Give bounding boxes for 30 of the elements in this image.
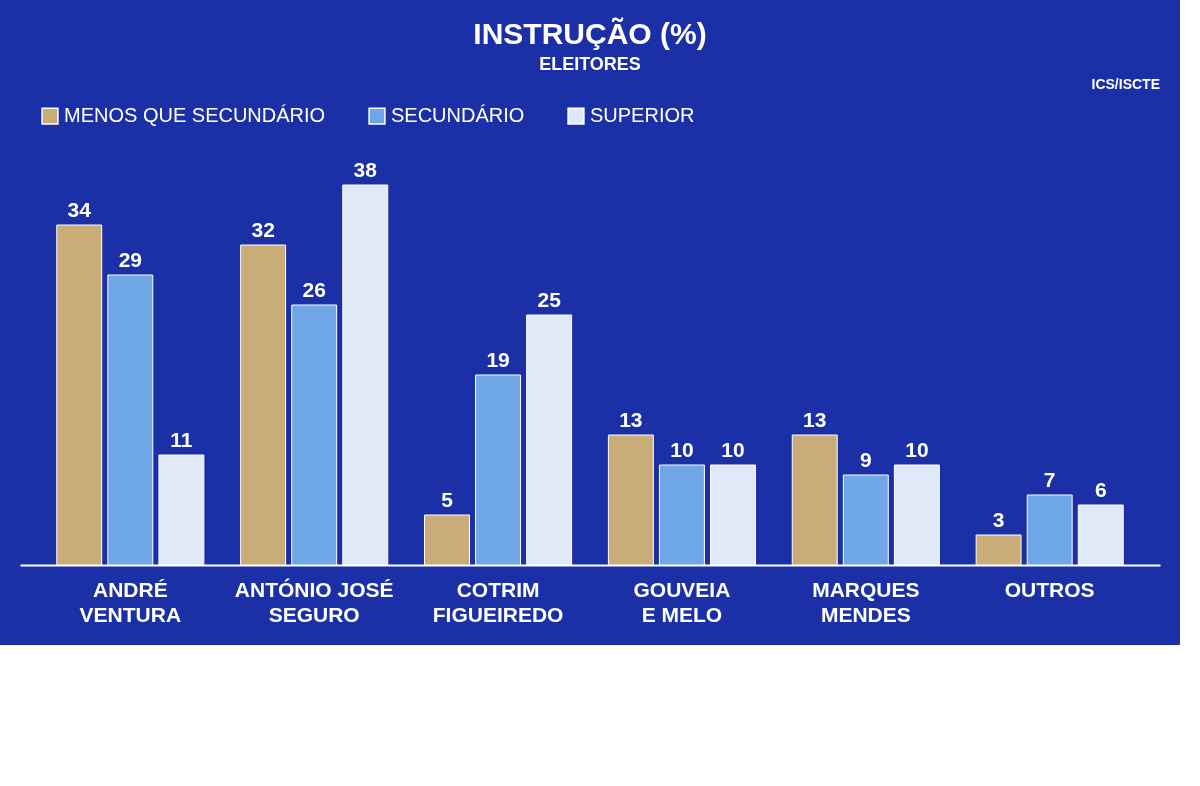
x-tick-label: ANDRÉ VENTURA — [79, 577, 182, 626]
data-label: 10 — [905, 438, 929, 461]
data-label: 38 — [353, 158, 378, 181]
legend-label: MENOS QUE SECUNDÁRIO — [64, 104, 326, 127]
data-label: 9 — [859, 448, 872, 471]
x-tick-label: COTRIM FIGUEIREDO — [432, 577, 564, 626]
x-tick-label: OUTROS — [1004, 577, 1095, 601]
data-label: 6 — [1094, 478, 1107, 501]
text: ICS/ISCTE — [1091, 76, 1160, 92]
legend-label: SECUNDÁRIO — [391, 104, 525, 127]
data-label: 25 — [537, 288, 562, 311]
legend-label: SUPERIOR — [590, 104, 695, 127]
data-label: 29 — [118, 248, 142, 271]
data-label: 5 — [441, 488, 454, 511]
data-label: 13 — [619, 408, 643, 431]
data-label: 32 — [251, 218, 275, 241]
data-label: 7 — [1043, 468, 1056, 491]
data-label: 10 — [721, 438, 745, 461]
x-tick-label: GOUVEIA E MELO — [633, 577, 731, 626]
data-label: 26 — [302, 278, 326, 301]
data-label: 13 — [803, 408, 827, 431]
x-tick-label: ANTÓNIO JOSÉ SEGURO — [234, 577, 394, 626]
data-label: 34 — [67, 198, 92, 221]
data-label: 10 — [670, 438, 694, 461]
data-label: 19 — [486, 348, 510, 371]
chart-title: INSTRUÇÃO (%) — [473, 17, 707, 50]
data-label: 11 — [170, 428, 193, 451]
chart-subtitle: ELEITORES — [539, 54, 641, 74]
x-tick-label: MARQUES MENDES — [812, 577, 920, 626]
data-label: 3 — [992, 508, 1005, 531]
